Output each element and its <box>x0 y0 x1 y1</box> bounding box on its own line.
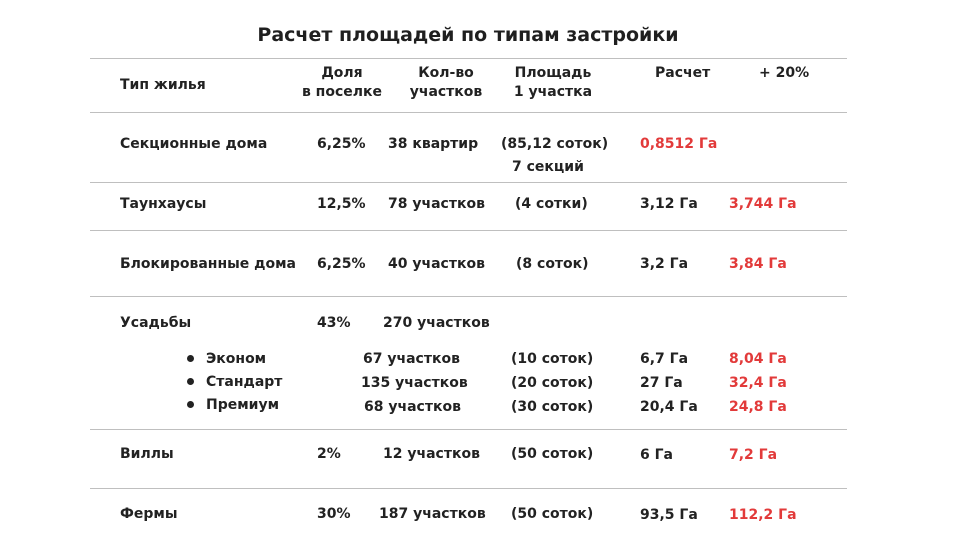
row-divider <box>90 230 847 231</box>
subrow-count: 67 участков <box>363 351 460 367</box>
subrow-plus20: 8,04 Га <box>729 351 787 367</box>
row-divider <box>90 429 847 430</box>
subrow-type: Эконом <box>206 351 267 367</box>
row-calc: 93,5 Га <box>640 507 698 523</box>
subrow-type: Стандарт <box>206 374 283 390</box>
header-share-line1: Доля <box>321 65 363 81</box>
row-type: Таунхаусы <box>120 196 207 212</box>
row-divider <box>90 296 847 297</box>
row-calc: 3,2 Га <box>640 256 689 272</box>
row-count: 78 участков <box>388 196 485 212</box>
subrow-calc: 6,7 Га <box>640 351 689 367</box>
row-count: 38 квартир <box>388 136 479 152</box>
row-area-extra: 7 секций <box>512 159 584 175</box>
row-divider <box>90 182 847 183</box>
subrow-calc: 20,4 Га <box>640 399 698 415</box>
row-plus20: 7,2 Га <box>729 447 778 463</box>
row-count: 270 участков <box>383 315 490 331</box>
row-calc: 3,12 Га <box>640 196 698 212</box>
header-share-line2: в поселке <box>301 84 383 100</box>
header-plus20: + 20% <box>759 65 810 81</box>
row-area: (4 сотки) <box>515 196 588 212</box>
row-divider <box>90 112 847 113</box>
row-share: 6,25% <box>317 256 366 272</box>
header-count-line1: Кол-во <box>418 65 474 81</box>
header-type: Тип жилья <box>120 77 206 93</box>
row-plus20: 3,744 Га <box>729 196 797 212</box>
row-count: 187 участков <box>379 506 486 522</box>
row-share: 43% <box>317 315 351 331</box>
header-count-line2: участков <box>409 84 483 100</box>
row-share: 12,5% <box>317 196 366 212</box>
subrow-count: 68 участков <box>364 399 461 415</box>
row-type: Усадьбы <box>120 315 192 331</box>
subrow-area: (30 соток) <box>511 399 594 415</box>
row-calc: 6 Га <box>640 447 673 463</box>
row-count: 40 участков <box>388 256 485 272</box>
row-area: (50 соток) <box>511 446 594 462</box>
bullet-icon <box>187 355 194 362</box>
row-type: Секционные дома <box>120 136 268 152</box>
subrow-calc: 27 Га <box>640 375 683 391</box>
row-share: 30% <box>317 506 351 522</box>
row-plus20: 112,2 Га <box>729 507 797 523</box>
bullet-icon <box>187 401 194 408</box>
subrow-count: 135 участков <box>361 375 468 391</box>
subrow-plus20: 24,8 Га <box>729 399 787 415</box>
row-share: 2% <box>317 446 341 462</box>
header-calc: Расчет <box>655 65 711 81</box>
row-share: 6,25% <box>317 136 366 152</box>
row-divider <box>90 488 847 489</box>
header-area-line2: 1 участка <box>513 84 593 100</box>
subrow-area: (10 соток) <box>511 351 594 367</box>
header-area-line1: Площадь <box>514 65 592 81</box>
subrow-plus20: 32,4 Га <box>729 375 787 391</box>
row-plus20: 3,84 Га <box>729 256 787 272</box>
row-area: (50 соток) <box>511 506 594 522</box>
row-area: (85,12 соток) <box>501 136 609 152</box>
row-type: Виллы <box>120 446 174 462</box>
subrow-type: Премиум <box>206 397 280 413</box>
row-calc: 0,8512 Га <box>640 136 718 152</box>
row-count: 12 участков <box>383 446 480 462</box>
row-type: Блокированные дома <box>120 256 296 272</box>
table-top-divider <box>90 58 847 59</box>
row-area: (8 соток) <box>516 256 589 272</box>
row-type: Фермы <box>120 506 178 522</box>
bullet-icon <box>187 378 194 385</box>
subrow-area: (20 соток) <box>511 375 594 391</box>
page-title: Расчет площадей по типам застройки <box>257 24 679 46</box>
